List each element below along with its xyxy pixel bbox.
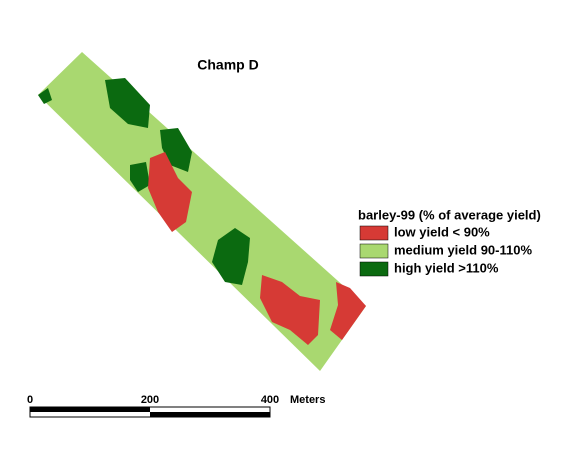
legend-swatch [359, 225, 389, 241]
legend-label: high yield >110% [394, 260, 499, 275]
legend-title: barley-99 (% of average yield) [358, 207, 541, 222]
scale-bar-segment [150, 412, 270, 417]
scale-bar-segment [30, 407, 150, 412]
high-zone [105, 78, 150, 128]
low-zone [260, 275, 320, 345]
scale-unit: Meters [290, 394, 325, 406]
high-zone [38, 88, 52, 104]
legend-swatch [359, 243, 389, 259]
high-zone [130, 162, 150, 192]
scale-bar [29, 406, 271, 418]
legend-label: low yield < 90% [394, 224, 490, 239]
low-zone [330, 282, 366, 340]
high-zone [160, 128, 192, 172]
legend-swatch [359, 261, 389, 277]
high-zone [212, 228, 250, 285]
low-zone [148, 152, 192, 232]
scale-label: 0 [27, 394, 33, 406]
scale-label: 200 [141, 394, 159, 406]
legend-label: medium yield 90-110% [394, 242, 532, 257]
map-title: Champ D [197, 57, 258, 73]
field [38, 52, 366, 371]
legend: low yield < 90% medium yield 90-110% high … [359, 224, 532, 277]
scale-label: 400 [261, 394, 279, 406]
